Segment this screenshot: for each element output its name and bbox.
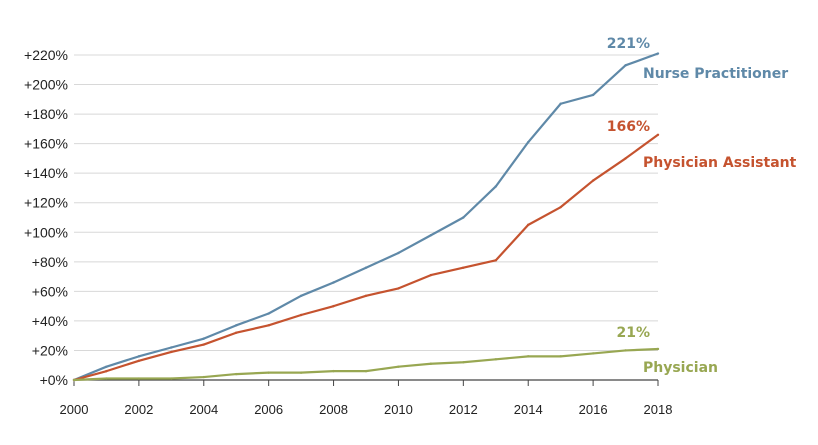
x-axis: 2000 2002 2004 2006 2008 2010 2012 2014 2016 2018 — [60, 379, 673, 417]
data-point — [462, 216, 465, 219]
data-point — [72, 378, 76, 382]
data-point — [299, 313, 303, 317]
data-point — [267, 371, 270, 374]
y-tick-label: +220% — [24, 47, 68, 63]
data-point — [624, 349, 627, 352]
x-tick-label: 2006 — [254, 402, 283, 417]
series-labels: 221% Nurse Practitioner 166% Physician Assi… — [607, 36, 797, 376]
data-point — [105, 369, 108, 373]
data-point — [397, 287, 400, 290]
data-point — [494, 259, 497, 262]
series-end-label: 221% — [607, 36, 650, 52]
x-tick-label: 2008 — [319, 402, 348, 417]
data-point — [202, 375, 205, 379]
data-point — [332, 281, 335, 284]
x-tick-label: 2016 — [579, 402, 608, 417]
data-point — [267, 312, 270, 315]
data-point — [202, 343, 205, 346]
data-point — [429, 273, 433, 277]
data-point — [137, 355, 141, 358]
y-tick-label: +0% — [40, 372, 68, 388]
data-point — [202, 337, 205, 340]
data-point — [462, 266, 465, 269]
data-point — [170, 346, 173, 349]
data-point — [527, 355, 530, 358]
data-point — [170, 350, 173, 354]
x-tick-label: 2000 — [60, 402, 89, 417]
gridlines — [74, 54, 658, 351]
series-line — [73, 52, 659, 382]
data-point — [105, 377, 108, 380]
data-point — [494, 185, 497, 188]
data-point — [397, 365, 400, 368]
x-tick-label: 2010 — [384, 402, 413, 417]
series-end-label: 21% — [616, 325, 650, 341]
data-point — [527, 223, 530, 227]
data-point — [397, 251, 400, 255]
y-tick-label: +120% — [24, 195, 68, 211]
x-tick-label: 2002 — [124, 402, 153, 417]
data-point — [137, 377, 141, 380]
data-point — [559, 205, 562, 209]
data-point — [559, 102, 562, 105]
data-point — [332, 369, 335, 373]
data-point — [364, 369, 368, 373]
data-point — [656, 52, 660, 55]
y-tick-label: +20% — [32, 342, 68, 358]
series-name-label: Physician — [643, 360, 718, 376]
series-name-label: Physician Assistant — [643, 155, 797, 171]
y-tick-label: +200% — [24, 77, 68, 93]
data-point — [170, 377, 173, 380]
y-tick-label: +40% — [32, 313, 68, 329]
y-tick-label: +180% — [24, 106, 68, 122]
data-point — [267, 324, 270, 327]
data-point — [559, 355, 562, 358]
series-name-label: Nurse Practitioner — [643, 66, 788, 82]
data-point — [105, 365, 108, 368]
x-tick-label: 2014 — [514, 402, 543, 417]
x-tick-label: 2004 — [189, 402, 218, 417]
series-end-label: 166% — [607, 119, 650, 135]
data-point — [235, 331, 238, 334]
data-point — [624, 64, 627, 67]
data-point — [527, 140, 530, 144]
data-point — [591, 179, 595, 182]
data-point — [235, 372, 238, 376]
y-tick-label: +80% — [32, 254, 68, 270]
x-tick-label: 2018 — [644, 402, 673, 417]
data-point — [364, 294, 368, 297]
y-tick-label: +160% — [24, 136, 68, 152]
data-point — [235, 324, 238, 327]
data-point — [299, 371, 303, 374]
data-point — [137, 359, 141, 362]
data-point — [429, 234, 433, 237]
data-point — [591, 352, 595, 355]
data-point — [462, 361, 465, 364]
data-point — [494, 358, 497, 361]
x-tick-label: 2012 — [449, 402, 478, 417]
data-point — [364, 266, 368, 269]
series-lines — [72, 52, 660, 382]
data-point — [299, 294, 303, 297]
series-line — [73, 133, 659, 382]
data-point — [624, 157, 627, 160]
y-tick-label: +100% — [24, 224, 68, 240]
data-point — [591, 93, 595, 97]
data-point — [332, 304, 335, 308]
data-point — [656, 347, 660, 351]
data-point — [429, 362, 433, 365]
y-tick-label: +140% — [24, 165, 68, 181]
y-tick-label: +60% — [32, 283, 68, 299]
y-axis-ticks: +0% +20% +40% +60% +80% +100% +120% +140% +160% +… — [24, 47, 68, 388]
data-point — [656, 133, 660, 136]
